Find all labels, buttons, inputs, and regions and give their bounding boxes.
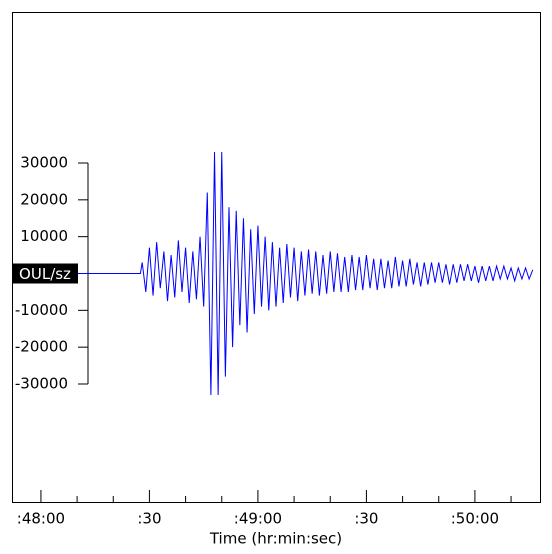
y-tick-label: 30000: [20, 154, 68, 172]
y-tick-label: 10000: [20, 227, 68, 245]
station-label: OUL/sz: [19, 265, 71, 283]
y-tick-label: 20000: [20, 190, 68, 208]
y-tick-label: -30000: [15, 375, 68, 393]
x-tick-label: :48:00: [17, 510, 65, 528]
x-tick-label: :50:00: [451, 510, 499, 528]
waveform: [77, 151, 534, 396]
x-axis-title: Time (hr:min:sec): [209, 530, 342, 548]
x-tick-label: :49:00: [234, 510, 282, 528]
x-tick-label: :30: [137, 510, 161, 528]
y-tick-label: -10000: [15, 301, 68, 319]
station-label-bg: [12, 263, 78, 284]
plot-frame: [12, 12, 541, 503]
x-tick-label: :30: [354, 510, 378, 528]
y-tick-label: -20000: [15, 338, 68, 356]
